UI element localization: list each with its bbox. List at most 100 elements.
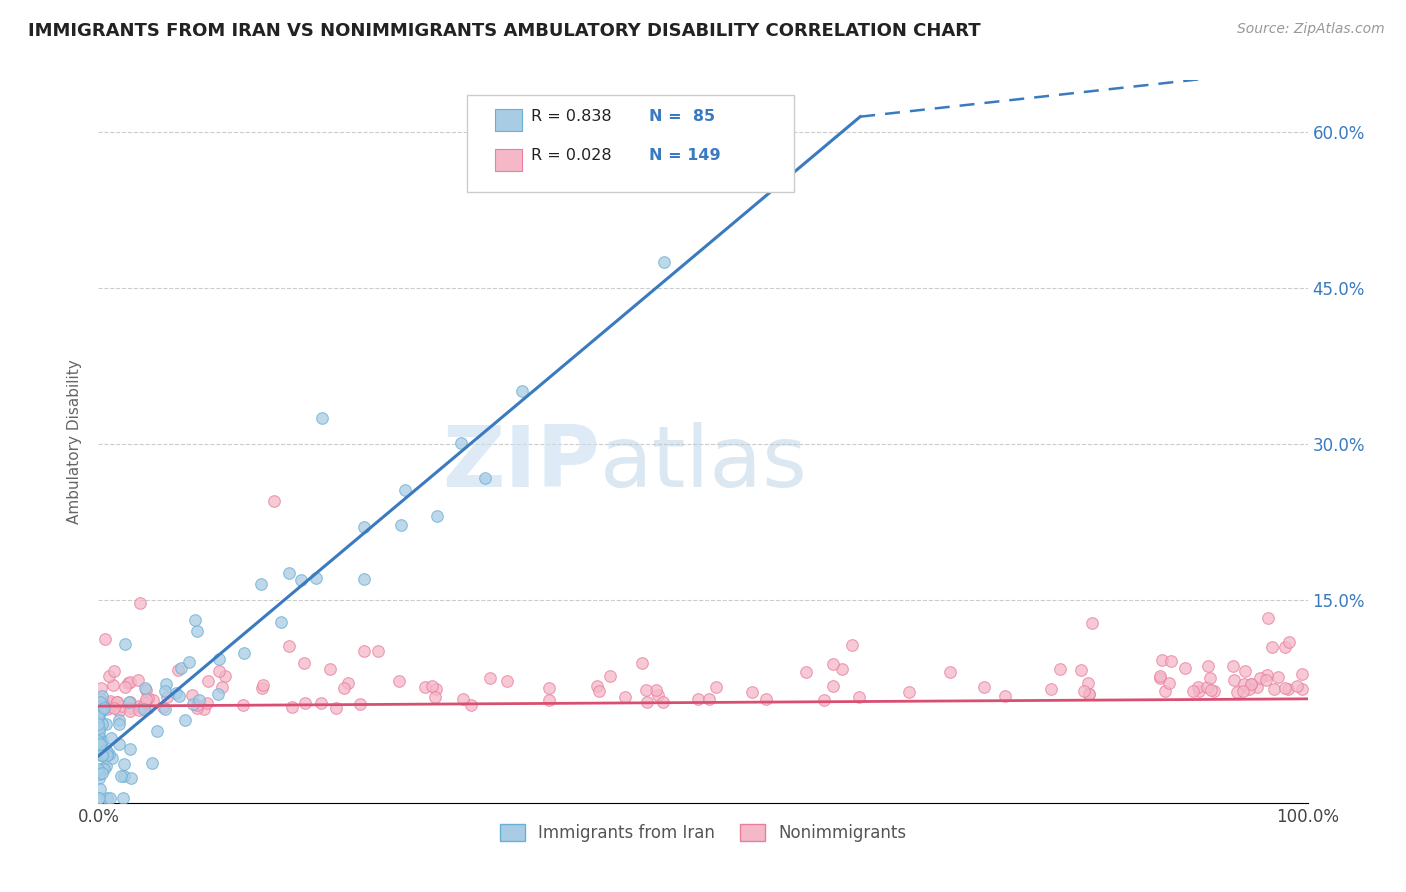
Point xyxy=(305,571,328,585)
Point xyxy=(98,669,121,683)
Point xyxy=(453,692,475,706)
Point xyxy=(1049,662,1071,676)
Point xyxy=(186,698,208,713)
Point xyxy=(645,682,668,697)
Point xyxy=(96,745,118,759)
Point xyxy=(510,384,533,398)
Point xyxy=(98,747,121,761)
Point xyxy=(91,761,114,775)
Point xyxy=(821,679,844,693)
Point xyxy=(98,790,121,805)
Point xyxy=(169,660,191,674)
Point xyxy=(973,680,995,694)
Point xyxy=(613,690,636,705)
Point xyxy=(117,676,139,690)
Point xyxy=(1232,684,1254,698)
Point xyxy=(848,690,870,704)
Point xyxy=(823,657,845,671)
Point xyxy=(129,701,152,715)
Point xyxy=(1149,671,1171,685)
Bar xyxy=(495,109,522,131)
Point xyxy=(96,747,118,762)
Point xyxy=(93,762,115,776)
Point xyxy=(1223,673,1246,688)
Point xyxy=(278,639,301,653)
Point xyxy=(325,701,347,715)
Point xyxy=(423,690,446,705)
Point xyxy=(98,700,121,714)
Point xyxy=(1077,675,1099,690)
Point xyxy=(495,673,517,688)
Point xyxy=(118,741,141,756)
Bar xyxy=(495,149,522,170)
Point xyxy=(290,573,312,587)
Text: N = 149: N = 149 xyxy=(648,148,720,163)
Point xyxy=(96,717,118,731)
Point xyxy=(90,681,112,695)
Point xyxy=(631,657,654,671)
Point xyxy=(1181,684,1204,698)
Point xyxy=(91,745,114,759)
Point xyxy=(94,743,117,757)
Point xyxy=(128,703,150,717)
Point xyxy=(426,508,449,523)
Point xyxy=(1149,669,1171,683)
Point xyxy=(1202,683,1225,698)
Point xyxy=(636,682,658,697)
Point xyxy=(112,757,135,772)
Point xyxy=(263,494,285,508)
Point xyxy=(155,683,177,698)
Point xyxy=(186,624,208,639)
Point xyxy=(740,685,762,699)
Point xyxy=(1274,640,1296,654)
Point xyxy=(87,790,110,805)
Point xyxy=(87,790,110,805)
Point xyxy=(479,671,502,685)
Point xyxy=(588,684,610,698)
Point xyxy=(91,689,114,703)
Point xyxy=(107,704,129,718)
Point xyxy=(98,696,121,710)
Point xyxy=(114,769,136,783)
Point xyxy=(93,701,115,715)
Point xyxy=(1257,611,1279,625)
Point xyxy=(94,759,117,773)
Point xyxy=(152,700,174,714)
Point xyxy=(415,681,437,695)
Point xyxy=(1199,683,1222,698)
Point xyxy=(1174,661,1197,675)
Text: IMMIGRANTS FROM IRAN VS NONIMMIGRANTS AMBULATORY DISABILITY CORRELATION CHART: IMMIGRANTS FROM IRAN VS NONIMMIGRANTS AM… xyxy=(28,22,981,40)
Point xyxy=(118,695,141,709)
Point xyxy=(794,665,817,679)
Point xyxy=(292,656,315,670)
Text: ZIP: ZIP xyxy=(443,422,600,505)
Point xyxy=(1160,654,1182,668)
Point xyxy=(91,766,114,780)
Point xyxy=(994,689,1017,703)
Point xyxy=(89,709,111,723)
Point xyxy=(1188,683,1211,698)
Point xyxy=(1157,676,1180,690)
Point xyxy=(101,751,124,765)
Point xyxy=(1233,664,1256,678)
Point xyxy=(277,566,299,581)
Point xyxy=(214,669,236,683)
Point xyxy=(599,669,621,683)
Point xyxy=(652,255,675,269)
Point xyxy=(91,717,114,731)
Point xyxy=(107,737,129,751)
Point xyxy=(647,688,669,702)
Point xyxy=(1187,680,1209,694)
Point xyxy=(353,520,375,534)
Point xyxy=(87,762,110,776)
Point xyxy=(114,681,136,695)
Point xyxy=(1226,685,1249,699)
Point xyxy=(1256,668,1278,682)
Point xyxy=(155,690,177,704)
Point xyxy=(110,769,132,783)
Point xyxy=(1153,683,1175,698)
Point xyxy=(89,699,111,714)
Point xyxy=(1254,673,1277,687)
Point xyxy=(270,615,292,630)
Point xyxy=(103,664,125,678)
